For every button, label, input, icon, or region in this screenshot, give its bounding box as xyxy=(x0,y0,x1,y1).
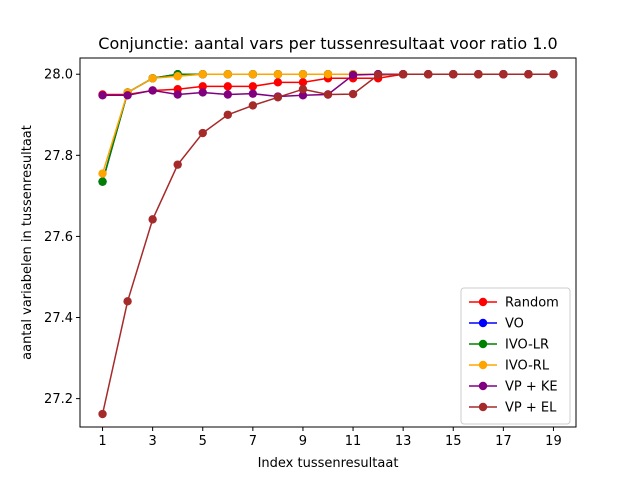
data-point xyxy=(323,70,333,79)
x-tick-label: 17 xyxy=(495,434,512,449)
data-point xyxy=(298,85,308,94)
data-point xyxy=(499,70,508,79)
data-point xyxy=(223,82,232,91)
data-point xyxy=(298,91,308,100)
data-point xyxy=(248,70,258,79)
y-tick-label: 27.6 xyxy=(44,230,73,245)
legend-marker xyxy=(478,360,488,370)
legend-marker xyxy=(478,402,488,412)
data-point xyxy=(323,90,333,99)
legend-item: VP + EL xyxy=(469,401,557,416)
data-point xyxy=(198,82,207,91)
data-point xyxy=(198,128,207,138)
x-tick-label: 3 xyxy=(149,434,157,449)
legend-item: IVO-LR xyxy=(469,338,549,353)
data-point xyxy=(449,70,458,79)
legend-marker xyxy=(478,339,488,349)
y-tick-label: 27.2 xyxy=(44,392,73,407)
x-tick-label: 1 xyxy=(98,434,106,449)
plot-area xyxy=(98,70,558,419)
data-point xyxy=(148,86,157,95)
data-point xyxy=(398,70,408,79)
x-tick-label: 5 xyxy=(199,434,207,449)
y-axis-label: aantal variabelen in tussenresultaat xyxy=(20,125,35,360)
legend-label: VP + EL xyxy=(505,401,557,416)
data-point xyxy=(474,70,483,79)
data-point xyxy=(198,88,207,97)
data-point xyxy=(148,215,157,224)
data-point xyxy=(298,70,308,79)
legend: Random VO IVO-LR IVO-RL VP + KE VP + EL xyxy=(460,287,571,425)
legend-marker xyxy=(478,318,488,328)
data-point xyxy=(123,91,132,100)
plot-frame xyxy=(79,57,577,428)
legend-item: Random xyxy=(469,296,559,311)
data-point xyxy=(248,82,258,91)
chart-title: Conjunctie: aantal vars per tussenresult… xyxy=(98,34,557,53)
data-point xyxy=(524,70,533,79)
legend-marker xyxy=(478,381,488,391)
data-point xyxy=(248,89,258,98)
y-tick-label: 28.0 xyxy=(44,68,73,83)
x-tick-label: 19 xyxy=(545,434,562,449)
legend-label: IVO-RL xyxy=(505,359,550,374)
data-point xyxy=(98,91,107,100)
data-point xyxy=(223,70,232,79)
data-point xyxy=(348,89,358,99)
data-point xyxy=(173,160,182,169)
legend-label: VO xyxy=(505,317,524,332)
legend-label: Random xyxy=(505,296,559,311)
data-point xyxy=(248,101,258,110)
data-point xyxy=(123,297,132,306)
data-point xyxy=(98,177,107,186)
data-point xyxy=(273,70,283,79)
legend-item: IVO-RL xyxy=(469,359,550,374)
x-tick-label: 11 xyxy=(345,434,362,449)
data-point xyxy=(549,70,558,79)
x-tick-label: 13 xyxy=(395,434,412,449)
legend-item: VO xyxy=(469,317,524,332)
data-point xyxy=(148,74,157,83)
data-point xyxy=(424,70,433,79)
data-point xyxy=(273,78,283,87)
data-point xyxy=(273,93,283,102)
legend-item: VP + KE xyxy=(469,380,558,395)
x-tick-label: 15 xyxy=(445,434,462,449)
data-point xyxy=(98,409,107,419)
data-point xyxy=(173,90,182,99)
legend-label: IVO-LR xyxy=(505,338,549,353)
y-tick-label: 27.4 xyxy=(44,311,73,326)
series-vp-el xyxy=(98,70,558,419)
data-point xyxy=(348,70,358,80)
data-point xyxy=(223,90,232,99)
data-point xyxy=(298,78,308,87)
data-point xyxy=(98,169,107,178)
legend-box xyxy=(460,287,571,425)
data-point xyxy=(223,110,232,119)
data-point xyxy=(373,70,383,80)
y-tick-label: 27.8 xyxy=(44,149,73,164)
x-tick-label: 9 xyxy=(299,434,307,449)
x-tick-label: 7 xyxy=(249,434,257,449)
legend-marker xyxy=(478,297,488,307)
data-point xyxy=(198,70,207,79)
data-point xyxy=(173,72,182,81)
x-axis-label: Index tussenresultaat xyxy=(258,456,399,471)
legend-label: VP + KE xyxy=(505,380,558,395)
